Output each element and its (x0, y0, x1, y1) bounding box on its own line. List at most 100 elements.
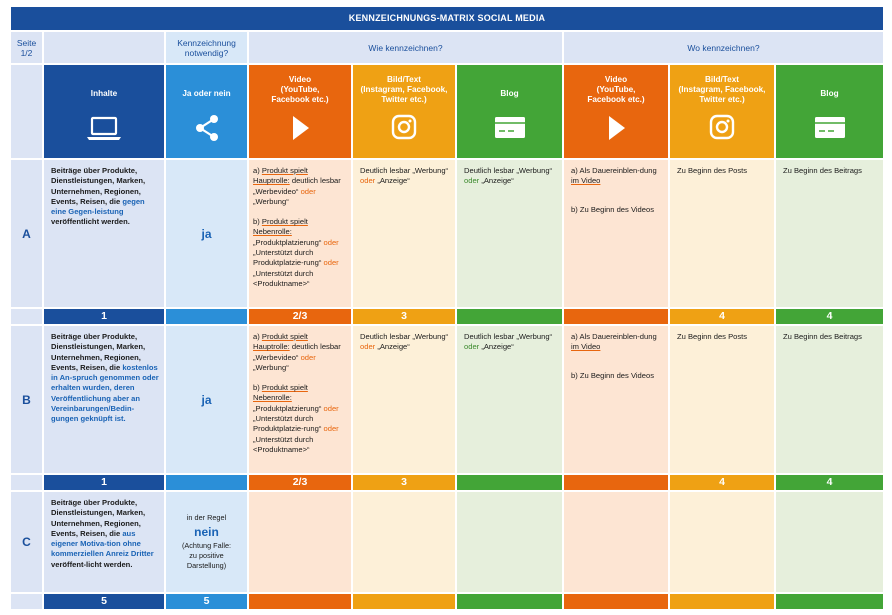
how-video-side-role: b) Produkt spielt Nebenrolle: „Produktpl… (253, 217, 339, 288)
where-label: Wo kennzeichnen? (564, 32, 883, 63)
play-icon (280, 113, 320, 146)
number-bar-letter-spacer (11, 309, 42, 324)
header-letter-spacer (11, 65, 42, 158)
oder-text: oder (300, 186, 316, 196)
number-bar-b-1: 1 (44, 475, 164, 490)
content-text: Beiträge über Produkte, Dienstleistungen… (51, 166, 146, 227)
side-role-label: Produkt spielt Nebenrolle: (253, 383, 308, 403)
row-letter-c: C (11, 492, 42, 592)
number-bar-a-7: 4 (670, 309, 774, 324)
column-header-blog2: Blog (776, 65, 883, 158)
number-bar-b-5 (457, 475, 562, 490)
laptop-icon (84, 113, 124, 146)
number-bar-c-8 (776, 594, 883, 609)
oder-text: oder (464, 342, 480, 352)
how-video-a: a) Produkt spielt Hauptrolle: deutlich l… (249, 160, 351, 307)
column-header-blog: Blog (457, 65, 562, 158)
needed-row-b: ja (166, 326, 247, 473)
where-video-start: b) Zu Beginn des Videos (571, 204, 655, 214)
play-icon (596, 113, 636, 146)
how-video-side-role: b) Produkt spielt Nebenrolle: „Produktpl… (253, 383, 339, 454)
number-bar-a-6 (564, 309, 668, 324)
where-video-overlay: a) Als Dauereinblen-dung im Video (571, 332, 657, 352)
column-header-bildtext: Bild/Text (Instagram, Facebook, Twitter et… (353, 65, 455, 158)
needed-note: (Achtung Falle: zu positive Darstellung) (181, 541, 232, 570)
number-bar-b-4: 3 (353, 475, 455, 490)
number-bar-b-3: 2/3 (249, 475, 351, 490)
number-bar-a-2 (166, 309, 247, 324)
column-header-label: Blog (500, 89, 519, 98)
needed-row-a: ja (166, 160, 247, 307)
browser-window-icon (490, 113, 530, 146)
number-bar-b-6 (564, 475, 668, 490)
oder-text: oder (323, 258, 339, 268)
empty-row-c-4 (353, 492, 455, 592)
where-bild-a: Zu Beginn des Posts (670, 160, 774, 307)
where-video-b: a) Als Dauereinblen-dung im Video b) Zu B… (564, 326, 668, 473)
where-video-overlay: a) Als Dauereinblen-dung im Video (571, 166, 657, 186)
number-bar-a-3: 2/3 (249, 309, 351, 324)
main-role-label: Produkt spielt Hauptrolle: (253, 332, 308, 352)
in-video-text: im Video (571, 342, 601, 352)
number-bar-a-1: 1 (44, 309, 164, 324)
how-video-main-role: a) Produkt spielt Hauptrolle: deutlich l… (253, 166, 341, 206)
number-bar-letter-spacer (11, 475, 42, 490)
oder-text: oder (323, 424, 339, 434)
column-header-bildtext2: Bild/Text (Instagram, Facebook, Twitter et… (670, 65, 774, 158)
how-bild-a: Deutlich lesbar „Werbung“ oder „Anzeige“ (353, 160, 455, 307)
oder-text: oder (323, 237, 339, 247)
header-spacer (44, 32, 164, 63)
row-letter-a: A (11, 160, 42, 307)
column-header-label: Video (YouTube, Facebook etc.) (271, 75, 329, 104)
needed-row-c: in der Regel nein (Achtung Falle: zu positi… (166, 492, 247, 592)
empty-row-c-8 (776, 492, 883, 592)
empty-row-c-7 (670, 492, 774, 592)
browser-window-icon (810, 113, 850, 146)
number-bar-c-2: 5 (166, 594, 247, 609)
how-blog-b: Deutlich lesbar „Werbung“ oder „Anzeige“ (457, 326, 562, 473)
row-letter-b: B (11, 326, 42, 473)
page-title: KENNZEICHNUNGS-MATRIX SOCIAL MEDIA (11, 7, 883, 30)
column-header-label: Bild/Text (Instagram, Facebook, Twitter et… (678, 75, 766, 104)
column-header-inhalte: Inhalte (44, 65, 164, 158)
where-video-a: a) Als Dauereinblen-dung im Video b) Zu B… (564, 160, 668, 307)
oder-text: oder (323, 403, 339, 413)
where-blog-b: Zu Beginn des Beitrags (776, 326, 883, 473)
number-bar-a-4: 3 (353, 309, 455, 324)
where-video-start: b) Zu Beginn des Videos (571, 370, 655, 380)
share-icon (187, 113, 227, 146)
column-header-label: Inhalte (90, 89, 118, 98)
column-header-video2: Video (YouTube, Facebook etc.) (564, 65, 668, 158)
needed-pre-text: in der Regel (186, 513, 227, 523)
content-text: Beiträge über Produkte, Dienstleistungen… (51, 498, 154, 569)
number-bar-b-8: 4 (776, 475, 883, 490)
oder-text: oder (360, 176, 376, 186)
empty-row-c-3 (249, 492, 351, 592)
column-header-ja-oder_nein: Ja oder nein (166, 65, 247, 158)
instagram-icon (702, 113, 742, 146)
number-bar-c-4 (353, 594, 455, 609)
how-video-main-role: a) Produkt spielt Hauptrolle: deutlich l… (253, 332, 341, 372)
empty-row-c-6 (564, 492, 668, 592)
column-header-label: Bild/Text (Instagram, Facebook, Twitter et… (360, 75, 448, 104)
number-bar-a-5 (457, 309, 562, 324)
main-role-label: Produkt spielt Hauptrolle: (253, 166, 308, 186)
needed-value: nein (194, 525, 219, 540)
oder-text: oder (360, 342, 376, 352)
column-header-video: Video (YouTube, Facebook etc.) (249, 65, 351, 158)
number-bar-c-6 (564, 594, 668, 609)
column-header-label: Video (YouTube, Facebook etc.) (587, 75, 645, 104)
number-bar-c-3 (249, 594, 351, 609)
how-video-b: a) Produkt spielt Hauptrolle: deutlich l… (249, 326, 351, 473)
content-row-b: Beiträge über Produkte, Dienstleistungen… (44, 326, 164, 473)
column-header-label: Ja oder nein (182, 89, 231, 98)
oder-text: oder (464, 176, 480, 186)
number-bar-b-2 (166, 475, 247, 490)
matrix-page: KENNZEICHNUNGS-MATRIX SOCIAL MEDIA Seite 1… (11, 7, 883, 609)
in-video-text: im Video (571, 176, 601, 186)
number-bar-c-5 (457, 594, 562, 609)
number-bar-a-8: 4 (776, 309, 883, 324)
where-bild-b: Zu Beginn des Posts (670, 326, 774, 473)
content-highlight: kostenlos in An-spruch genommen oder erh… (51, 362, 159, 424)
how-label: Wie kennzeichnen? (249, 32, 562, 63)
